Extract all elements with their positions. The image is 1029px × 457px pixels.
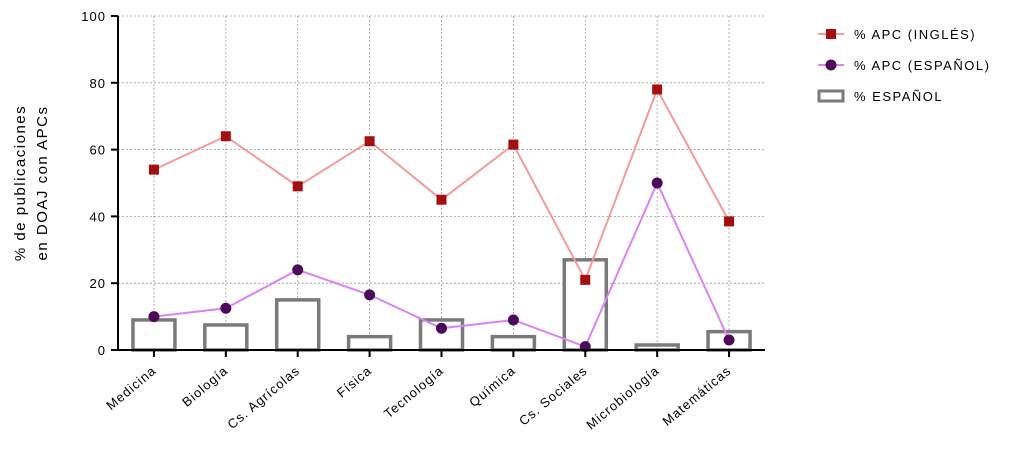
point-circle-% APC (ESPAÑOL) bbox=[436, 322, 447, 334]
legend: % APC (INGLÉS) % APC (ESPAÑOL) % ESPAÑOL bbox=[817, 27, 990, 104]
bar-% ESPAÑOL bbox=[203, 323, 249, 352]
y-axis-title-line: % de publicaciones bbox=[12, 105, 29, 261]
bar-% ESPAÑOL bbox=[562, 258, 609, 352]
legend-bar-swatch bbox=[817, 89, 845, 103]
point-circle-% APC (ESPAÑOL) bbox=[507, 314, 519, 326]
point-circle-% APC (ESPAÑOL) bbox=[364, 289, 376, 301]
point-circle-% APC (ESPAÑOL) bbox=[723, 334, 735, 346]
point-square-% APC (INGLÉS) bbox=[724, 216, 735, 227]
y-tick-label: 100 bbox=[81, 9, 106, 24]
legend-label: % APC (INGLÉS) bbox=[854, 27, 976, 42]
point-circle-% APC (ESPAÑOL) bbox=[651, 177, 663, 189]
y-tick-label: 80 bbox=[90, 76, 106, 91]
x-tick-label: Medicina bbox=[103, 363, 159, 413]
legend-label: % APC (ESPAÑOL) bbox=[854, 58, 990, 73]
point-square-% APC (INGLÉS) bbox=[148, 164, 159, 175]
point-square-% APC (INGLÉS) bbox=[292, 181, 303, 192]
lines-layer bbox=[148, 84, 735, 353]
axes bbox=[117, 16, 765, 351]
grid bbox=[118, 15, 765, 350]
bars-layer bbox=[131, 258, 752, 352]
x-tick-label: Matemáticas bbox=[659, 363, 734, 429]
legend-marker-square bbox=[826, 29, 836, 39]
y-tick-label: 20 bbox=[90, 276, 106, 291]
point-circle-% APC (ESPAÑOL) bbox=[292, 264, 304, 276]
x-tick-label: Física bbox=[334, 363, 375, 401]
point-square-% APC (INGLÉS) bbox=[652, 84, 663, 95]
y-axis-title-line: en DOAJ con APCs bbox=[34, 106, 51, 261]
y-axis-title: % de publicaciones en DOAJ con APCs bbox=[12, 105, 51, 261]
point-circle-% APC (ESPAÑOL) bbox=[148, 311, 160, 323]
x-tick-label: Biología bbox=[179, 363, 231, 410]
x-tick-label: Microbiología bbox=[583, 363, 662, 433]
point-circle-% APC (ESPAÑOL) bbox=[220, 302, 232, 314]
x-tick-label: Cs. Agrícolas bbox=[224, 363, 302, 432]
y-tick-label: 40 bbox=[90, 209, 106, 224]
y-tick-label: 60 bbox=[90, 143, 106, 158]
point-square-% APC (INGLÉS) bbox=[508, 139, 519, 150]
x-tick-label: Tecnología bbox=[381, 363, 446, 421]
bar-% ESPAÑOL bbox=[131, 318, 177, 352]
x-tick-label: Química bbox=[466, 363, 518, 410]
bar-% ESPAÑOL bbox=[490, 334, 537, 352]
point-square-% APC (INGLÉS) bbox=[220, 131, 231, 142]
legend-label: % ESPAÑOL bbox=[854, 89, 943, 104]
point-square-% APC (INGLÉS) bbox=[580, 274, 591, 285]
legend-marker-circle bbox=[825, 59, 837, 71]
bar-% ESPAÑOL bbox=[274, 298, 321, 352]
y-tick-label: 0 bbox=[98, 343, 106, 358]
bar-% ESPAÑOL bbox=[346, 334, 393, 352]
point-square-% APC (INGLÉS) bbox=[436, 194, 447, 205]
x-tick-label: Cs. Sociales bbox=[516, 363, 590, 429]
point-square-% APC (INGLÉS) bbox=[364, 136, 375, 147]
